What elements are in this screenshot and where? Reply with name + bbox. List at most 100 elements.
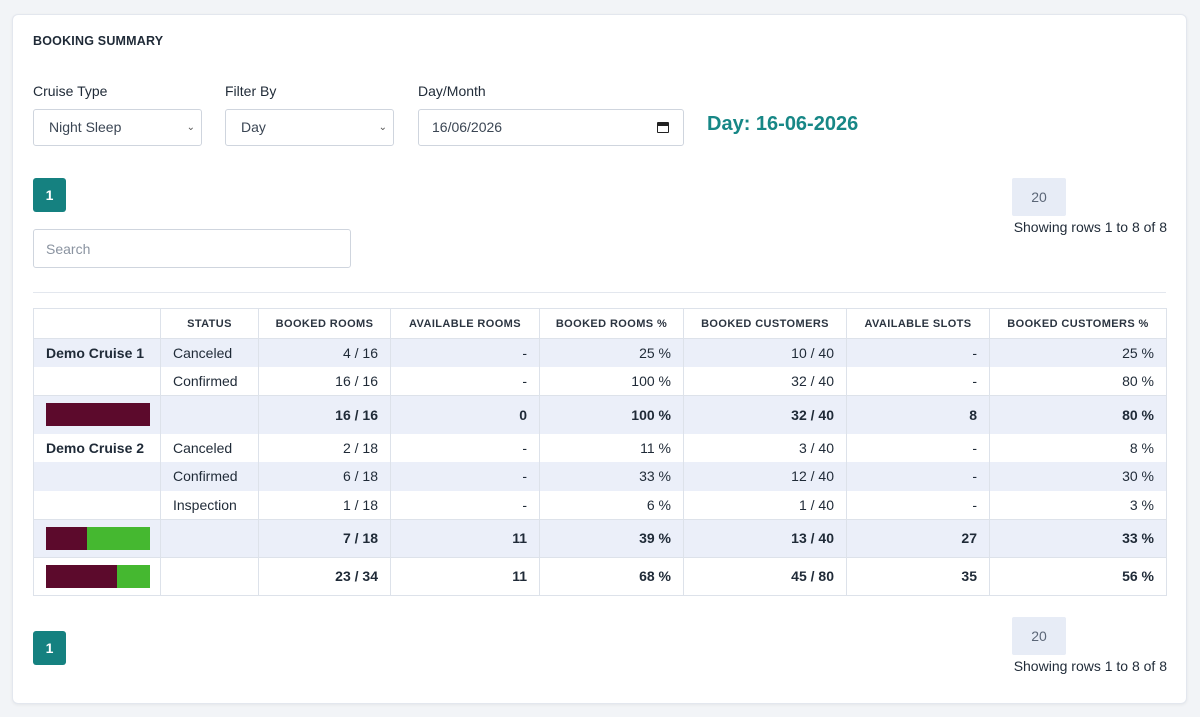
cruise-name: Demo Cruise 1 <box>33 338 161 367</box>
available-rooms-cell: - <box>390 490 540 519</box>
booked-rooms-cell: 23 / 34 <box>258 556 391 596</box>
showing-rows-text-bottom: Showing rows 1 to 8 of 8 <box>1013 658 1167 674</box>
booked-customers-pct-cell: 80 % <box>989 395 1167 434</box>
table-row-total: 7 / 18 11 39 % 13 / 40 27 33 % <box>33 518 1167 557</box>
occupancy-bar <box>46 526 150 550</box>
status-cell <box>160 556 259 596</box>
search-input[interactable] <box>33 229 351 268</box>
occupancy-bar-booked <box>46 526 87 550</box>
header-status[interactable]: STATUS <box>160 308 259 339</box>
available-slots-cell: - <box>846 490 990 519</box>
booking-table: STATUS BOOKED ROOMS AVAILABLE ROOMS BOOK… <box>33 308 1167 596</box>
header-booked-customers-pct[interactable]: BOOKED CUSTOMERS % <box>989 308 1167 339</box>
booked-customers-cell: 32 / 40 <box>683 395 847 434</box>
status-cell: Confirmed <box>160 462 259 491</box>
card-title: BOOKING SUMMARY <box>33 34 164 48</box>
booked-rooms-pct-cell: 33 % <box>539 462 684 491</box>
day-month-input[interactable]: 16/06/2026 <box>418 109 684 146</box>
header-available-rooms[interactable]: AVAILABLE ROOMS <box>390 308 540 339</box>
header-booked-customers[interactable]: BOOKED CUSTOMERS <box>683 308 847 339</box>
booked-customers-pct-cell: 8 % <box>989 433 1167 462</box>
page-size-button-bottom[interactable]: 20 <box>1012 617 1066 655</box>
occupancy-bar-cell <box>33 395 161 434</box>
booked-rooms-cell: 16 / 16 <box>258 395 391 434</box>
available-slots-cell: 8 <box>846 395 990 434</box>
page-size-button-top[interactable]: 20 <box>1012 178 1066 216</box>
header-cruise[interactable] <box>33 308 161 339</box>
booked-rooms-cell: 16 / 16 <box>258 367 391 396</box>
booked-customers-pct-cell: 33 % <box>989 518 1167 557</box>
booked-customers-cell: 13 / 40 <box>683 518 847 557</box>
booked-rooms-pct-cell: 68 % <box>539 556 684 596</box>
occupancy-bar-booked <box>46 403 150 427</box>
available-slots-cell: 27 <box>846 518 990 557</box>
occupancy-bar <box>46 403 150 427</box>
booked-rooms-cell: 1 / 18 <box>258 490 391 519</box>
booking-summary-card: BOOKING SUMMARY Cruise Type Night Sleep … <box>12 14 1187 704</box>
booked-customers-pct-cell: 80 % <box>989 367 1167 396</box>
available-rooms-cell: - <box>390 338 540 367</box>
available-slots-cell: - <box>846 462 990 491</box>
booked-rooms-cell: 2 / 18 <box>258 433 391 462</box>
status-cell: Confirmed <box>160 367 259 396</box>
booked-customers-pct-cell: 56 % <box>989 556 1167 596</box>
chevron-down-icon: ⌄ <box>378 122 387 133</box>
cruise-type-select[interactable]: Night Sleep ⌄ <box>33 109 202 146</box>
booked-rooms-cell: 6 / 18 <box>258 462 391 491</box>
booked-customers-cell: 32 / 40 <box>683 367 847 396</box>
cruise-name <box>33 462 161 491</box>
header-booked-rooms[interactable]: BOOKED ROOMS <box>258 308 391 339</box>
status-cell <box>160 395 259 434</box>
booked-customers-pct-cell: 25 % <box>989 338 1167 367</box>
booked-rooms-pct-cell: 100 % <box>539 395 684 434</box>
selected-day-label: Day: 16-06-2026 <box>707 113 859 135</box>
day-month-label: Day/Month <box>418 83 486 99</box>
available-slots-cell: - <box>846 433 990 462</box>
available-rooms-cell: - <box>390 433 540 462</box>
booked-customers-pct-cell: 3 % <box>989 490 1167 519</box>
booked-customers-cell: 45 / 80 <box>683 556 847 596</box>
occupancy-bar-cell <box>33 556 161 596</box>
table-row: Demo Cruise 1 Canceled 4 / 16 - 25 % 10 … <box>33 338 1167 367</box>
booked-rooms-pct-cell: 11 % <box>539 433 684 462</box>
page-1-button-bottom[interactable]: 1 <box>33 631 66 665</box>
header-booked-rooms-pct[interactable]: BOOKED ROOMS % <box>539 308 684 339</box>
table-row: Confirmed 6 / 18 - 33 % 12 / 40 - 30 % <box>33 462 1167 491</box>
status-cell: Canceled <box>160 338 259 367</box>
available-rooms-cell: - <box>390 462 540 491</box>
occupancy-bar <box>46 564 150 588</box>
available-rooms-cell: - <box>390 367 540 396</box>
cruise-type-value: Night Sleep <box>49 119 122 135</box>
cruise-name: Demo Cruise 2 <box>33 433 161 462</box>
booked-rooms-cell: 4 / 16 <box>258 338 391 367</box>
booked-rooms-pct-cell: 6 % <box>539 490 684 519</box>
showing-rows-text-top: Showing rows 1 to 8 of 8 <box>1013 219 1167 235</box>
booked-customers-cell: 3 / 40 <box>683 433 847 462</box>
booked-rooms-pct-cell: 100 % <box>539 367 684 396</box>
divider <box>33 292 1166 293</box>
header-available-slots[interactable]: AVAILABLE SLOTS <box>846 308 990 339</box>
occupancy-bar-available <box>86 526 150 550</box>
booked-customers-cell: 12 / 40 <box>683 462 847 491</box>
occupancy-bar-booked <box>46 564 117 588</box>
filter-by-label: Filter By <box>225 83 277 99</box>
cruise-name <box>33 490 161 519</box>
status-cell: Canceled <box>160 433 259 462</box>
calendar-icon[interactable] <box>657 122 669 133</box>
available-rooms-cell: 11 <box>390 556 540 596</box>
cruise-name <box>33 367 161 396</box>
status-cell: Inspection <box>160 490 259 519</box>
occupancy-bar-cell <box>33 518 161 557</box>
occupancy-bar-available <box>116 564 150 588</box>
cruise-type-label: Cruise Type <box>33 83 108 99</box>
booked-customers-pct-cell: 30 % <box>989 462 1167 491</box>
filter-by-select[interactable]: Day ⌄ <box>225 109 394 146</box>
page-1-button-top[interactable]: 1 <box>33 178 66 212</box>
table-row: Inspection 1 / 18 - 6 % 1 / 40 - 3 % <box>33 490 1167 519</box>
table-header-row: STATUS BOOKED ROOMS AVAILABLE ROOMS BOOK… <box>33 308 1167 339</box>
table-row-grand-total: 23 / 34 11 68 % 45 / 80 35 56 % <box>33 556 1167 596</box>
available-rooms-cell: 11 <box>390 518 540 557</box>
status-cell <box>160 518 259 557</box>
available-rooms-cell: 0 <box>390 395 540 434</box>
booked-rooms-cell: 7 / 18 <box>258 518 391 557</box>
